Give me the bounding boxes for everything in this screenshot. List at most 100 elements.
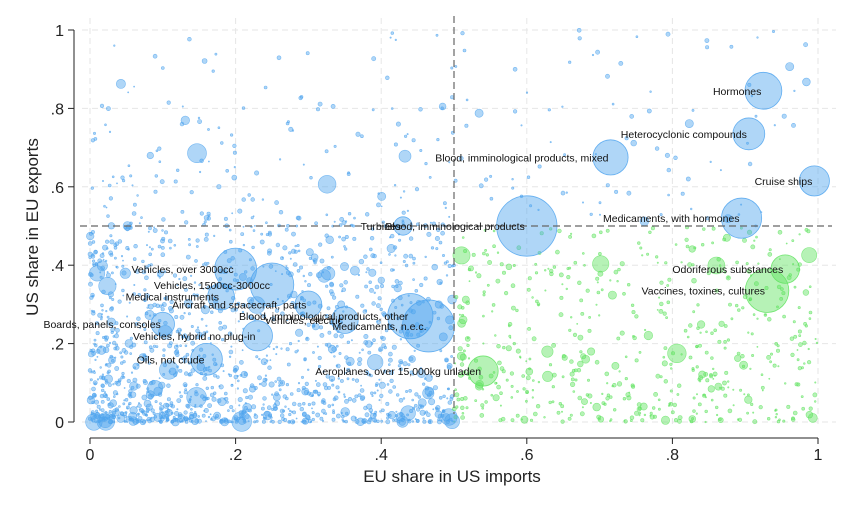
scatter-point: [236, 387, 239, 390]
scatter-point: [342, 310, 345, 313]
scatter-point: [209, 413, 212, 416]
scatter-point: [115, 265, 118, 268]
scatter-point: [394, 38, 397, 42]
scatter-point: [392, 385, 397, 389]
scatter-point: [218, 320, 222, 325]
scatter-point: [756, 36, 759, 39]
scatter-point: [177, 412, 183, 417]
scatter-point: [159, 405, 165, 411]
scatter-point: [100, 408, 105, 413]
scatter-point: [126, 378, 131, 384]
scatter-point: [409, 370, 414, 375]
scatter-point: [119, 411, 124, 416]
scatter-point: [598, 252, 602, 256]
scatter-point: [448, 325, 454, 331]
highlighted-point: [732, 117, 766, 151]
scatter-point: [262, 416, 266, 420]
scatter-point: [574, 378, 578, 382]
scatter-point: [498, 418, 503, 423]
scatter-point: [781, 291, 786, 296]
scatter-point: [311, 322, 320, 331]
scatter-point: [658, 308, 664, 314]
scatter-point: [179, 420, 182, 423]
point-annotation: Blood, imminological products: [385, 221, 524, 233]
point-annotation: Medicaments, n.e.c.: [333, 321, 427, 333]
scatter-point: [138, 416, 143, 421]
scatter-point: [91, 253, 95, 257]
scatter-point: [147, 361, 151, 365]
scatter-point: [718, 320, 725, 327]
scatter-point: [803, 42, 808, 48]
scatter-point: [388, 369, 394, 375]
scatter-point: [149, 416, 155, 423]
scatter-point: [94, 343, 98, 348]
scatter-point: [339, 216, 345, 222]
scatter-point: [121, 288, 125, 293]
scatter-point: [749, 367, 752, 370]
scatter-point: [389, 36, 392, 39]
scatter-point: [104, 239, 110, 244]
scatter-point: [94, 399, 99, 405]
scatter-point: [194, 411, 197, 414]
scatter-point: [670, 410, 675, 415]
scatter-point: [354, 394, 359, 399]
scatter-point: [782, 419, 786, 423]
scatter-point: [692, 310, 696, 314]
scatter-point: [113, 395, 116, 398]
scatter-point: [113, 44, 116, 47]
scatter-point: [491, 303, 496, 307]
scatter-point: [122, 411, 128, 416]
scatter-point: [499, 262, 504, 267]
scatter-point: [364, 412, 370, 418]
scatter-point: [269, 420, 272, 423]
scatter-point: [220, 141, 224, 145]
scatter-point: [724, 370, 729, 375]
scatter-point: [496, 344, 501, 349]
scatter-point: [577, 360, 584, 368]
scatter-point: [133, 283, 136, 286]
scatter-point: [220, 417, 229, 427]
scatter-point: [317, 175, 337, 194]
scatter-point: [127, 164, 131, 167]
scatter-point: [274, 380, 278, 383]
scatter-point: [389, 378, 394, 384]
scatter-point: [302, 163, 305, 166]
scatter-point: [132, 257, 137, 261]
scatter-point: [281, 417, 286, 422]
scatter-point: [730, 317, 734, 321]
scatter-point: [634, 358, 639, 363]
scatter-point: [454, 392, 460, 398]
scatter-point: [198, 357, 205, 363]
scatter-point: [371, 108, 375, 112]
scatter-point: [164, 410, 169, 414]
point-annotation: Odoriferous substances: [672, 264, 783, 276]
scatter-point: [305, 337, 309, 340]
scatter-point: [308, 271, 313, 277]
scatter-point: [600, 288, 604, 292]
scatter-point: [622, 397, 627, 401]
scatter-point: [175, 344, 179, 348]
scatter-point: [99, 253, 105, 259]
scatter-point: [102, 258, 105, 261]
scatter-point: [253, 224, 256, 227]
scatter-point: [354, 419, 360, 424]
scatter-point: [648, 230, 652, 235]
scatter-point: [242, 303, 247, 308]
scatter-point: [129, 352, 132, 355]
scatter-point: [379, 307, 383, 311]
scatter-point: [509, 371, 515, 376]
scatter-point: [146, 151, 154, 160]
scatter-point: [393, 184, 397, 187]
scatter-point: [115, 343, 119, 347]
scatter-point: [512, 67, 518, 72]
scatter-point: [363, 254, 368, 259]
scatter-point: [301, 387, 310, 396]
scatter-point: [127, 248, 130, 251]
scatter-point: [551, 342, 556, 348]
scatter-point: [385, 75, 390, 81]
scatter-point: [311, 407, 313, 410]
scatter-point: [200, 334, 204, 338]
scatter-point: [116, 79, 126, 89]
scatter-point: [704, 409, 708, 414]
scatter-point: [347, 171, 351, 175]
